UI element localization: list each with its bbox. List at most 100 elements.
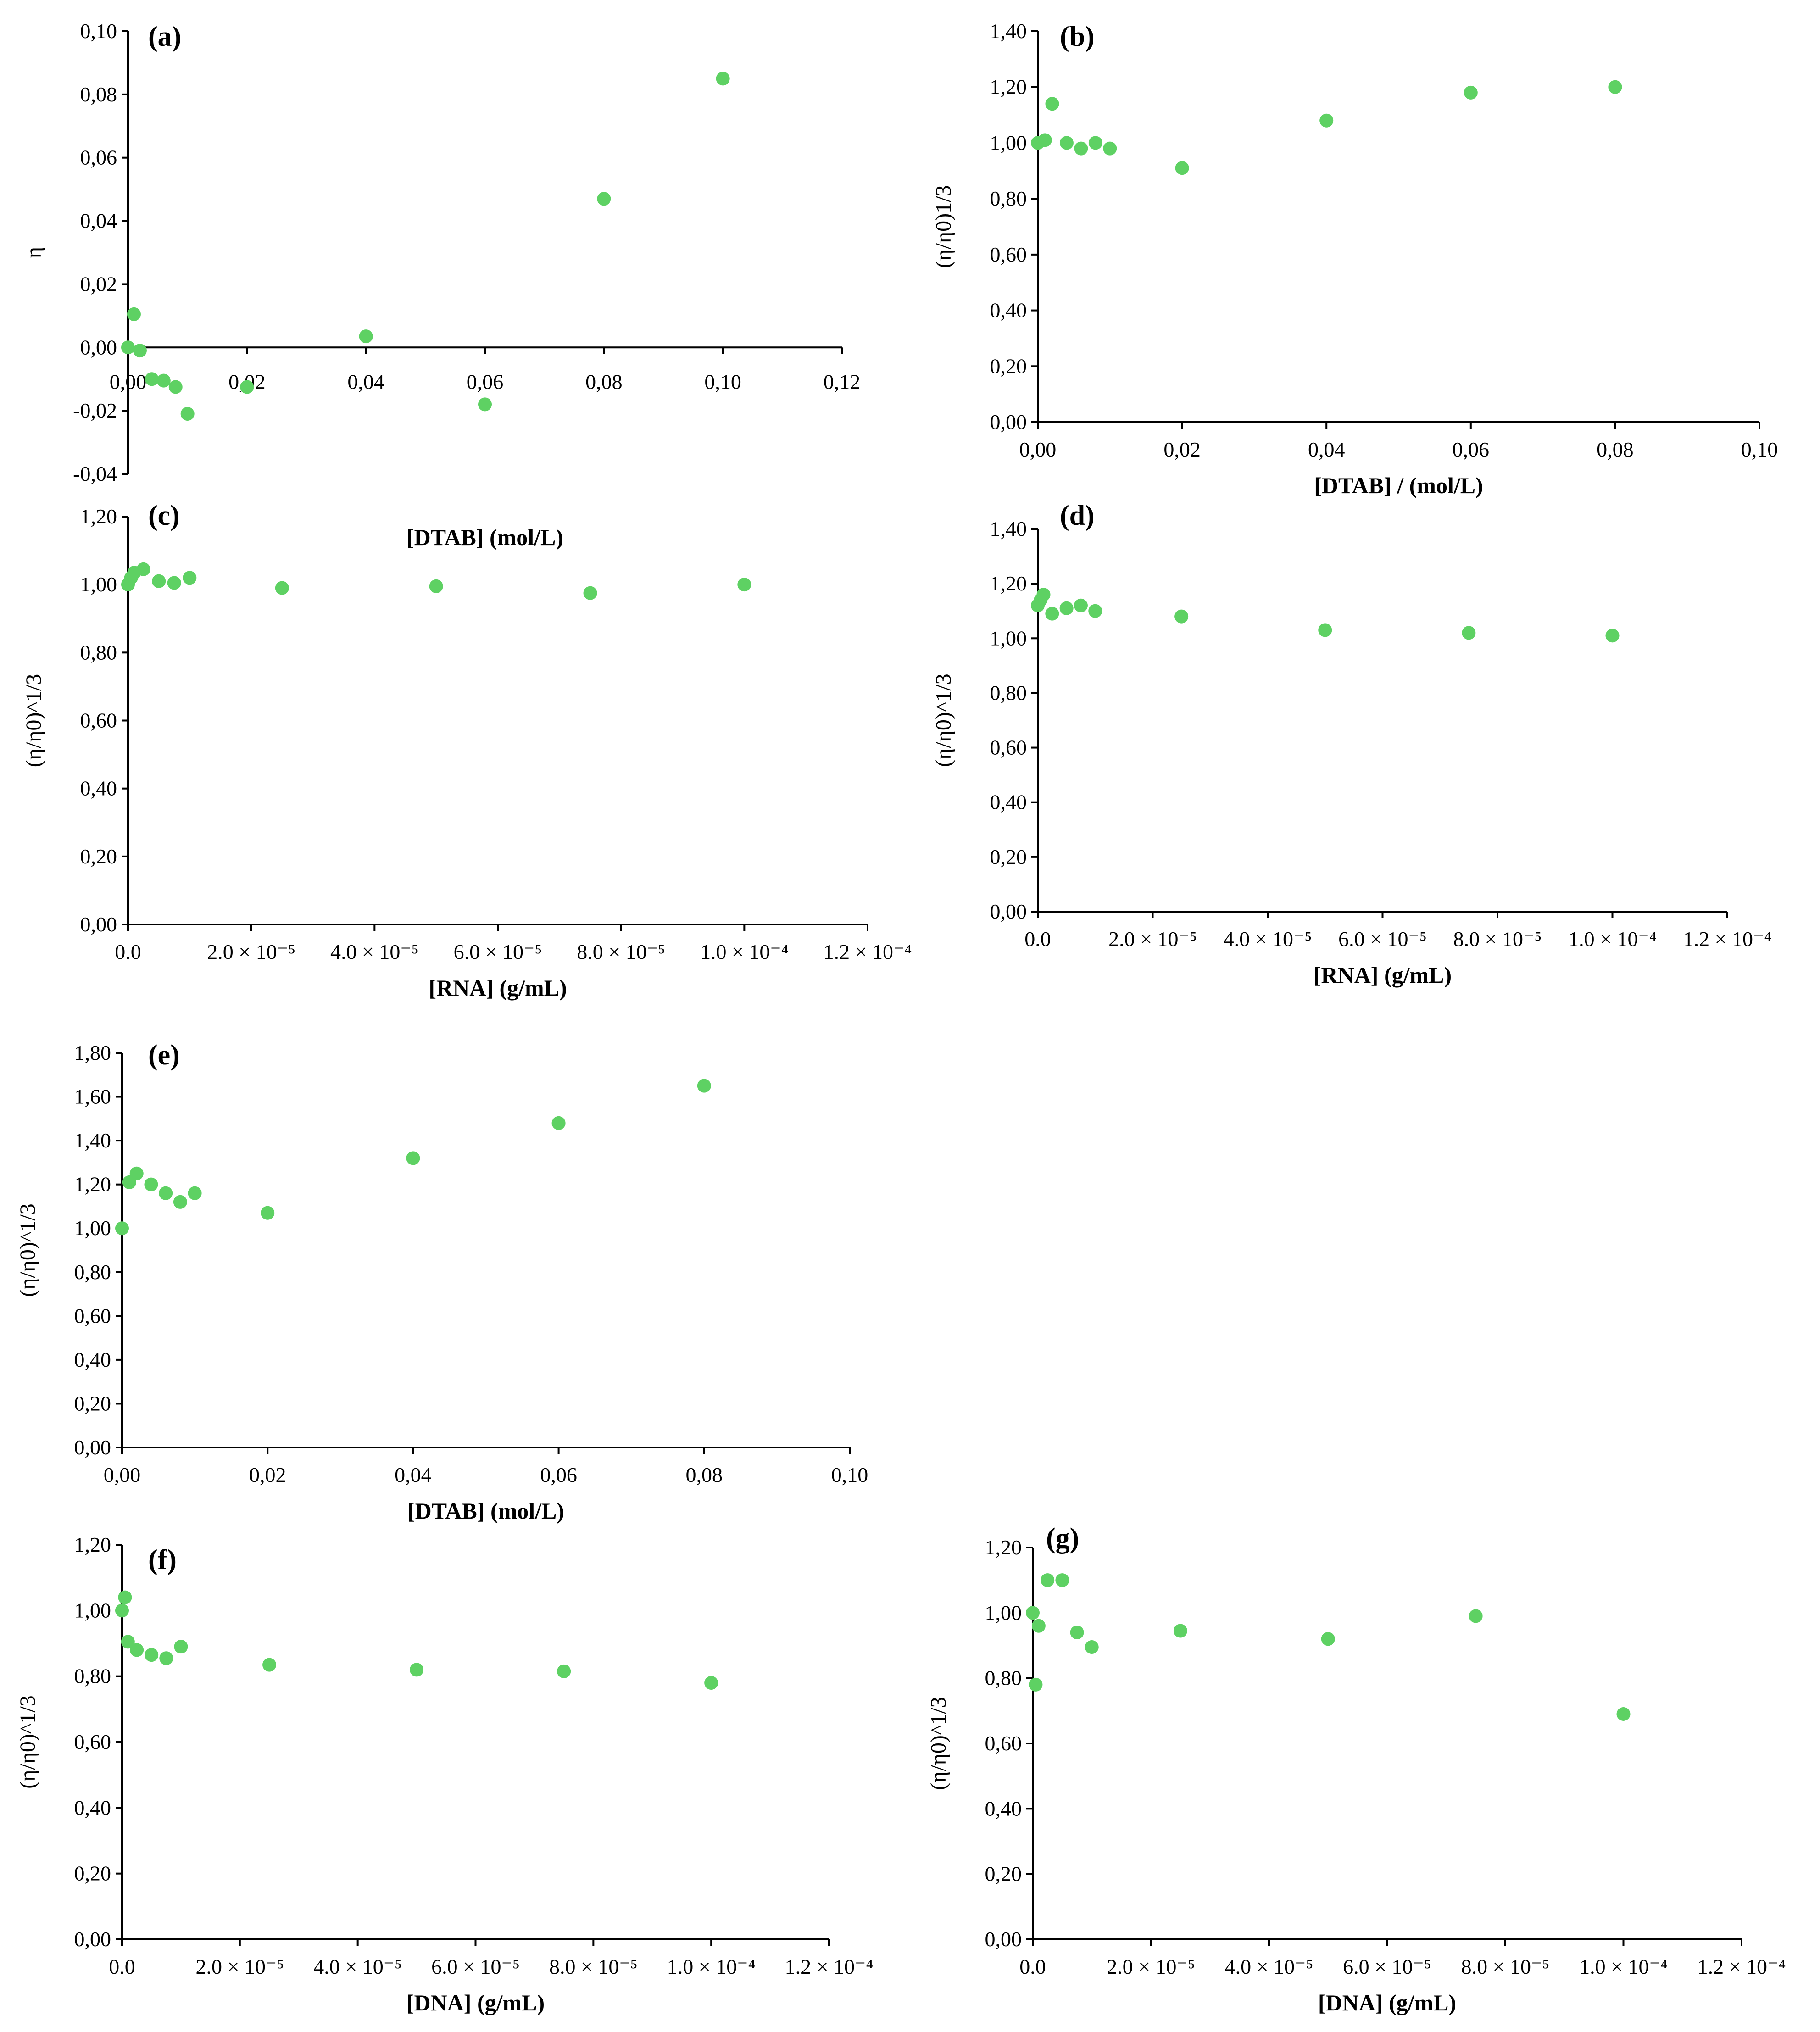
data-point	[583, 586, 597, 600]
x-tick-label: 0,00	[110, 370, 147, 393]
y-tick-label: 1,20	[990, 572, 1027, 595]
y-tick-label: 0,00	[990, 900, 1027, 923]
data-point	[130, 1643, 144, 1657]
y-tick-label: 0,20	[985, 1862, 1022, 1886]
data-point	[144, 1177, 158, 1191]
y-tick-label: 0,20	[74, 1862, 111, 1885]
x-tick-label: 0,08	[686, 1463, 723, 1486]
data-point	[1088, 604, 1102, 618]
data-point	[410, 1663, 424, 1677]
data-point	[129, 1166, 144, 1180]
x-tick-label: 1.0 × 10⁻⁴	[700, 940, 789, 963]
data-point	[1605, 629, 1620, 643]
x-axis-title: [DTAB] / (mol/L)	[1314, 473, 1483, 498]
panel-label: (c)	[148, 500, 180, 531]
x-tick-label: 0,06	[540, 1463, 577, 1486]
y-tick-label: 1,00	[985, 1601, 1022, 1624]
x-axis-title: [DNA] (g/mL)	[1318, 1990, 1456, 2015]
y-tick-label: 1,20	[74, 1533, 111, 1556]
x-tick-label: 1.0 × 10⁻⁴	[667, 1955, 756, 1978]
data-point	[1074, 598, 1088, 612]
y-tick-label: 0,02	[80, 272, 117, 295]
x-tick-label: 2.0 × 10⁻⁵	[1108, 927, 1197, 951]
x-tick-label: 6.0 × 10⁻⁵	[1338, 927, 1427, 951]
x-tick-label: 0,02	[249, 1463, 286, 1486]
panel-label: (a)	[148, 21, 181, 52]
data-point	[1041, 1573, 1055, 1587]
y-axis-title: (η/η0)^1/3	[16, 1203, 40, 1297]
chart-panel-g: 0,00 0,20 0,40 0,60 0,80 1,00 1,20 0.0 2.0 × 10⁻…	[926, 1523, 1786, 2015]
chart-panel-c: 0,00 0,20 0,40 0,60 0,80 1,00 1,20 0.0 2.0 × 10⁻…	[22, 500, 912, 1001]
data-point	[557, 1664, 571, 1678]
x-tick-label: 0.0	[115, 940, 141, 963]
y-tick-label: 1,00	[80, 573, 117, 596]
y-tick-label: 0,00	[80, 335, 117, 359]
data-point	[115, 1603, 129, 1618]
data-point	[1319, 113, 1334, 128]
chart-panel-f: 0,00 0,20 0,40 0,60 0,80 1,00 1,20 0.0 2.0 × 10⁻…	[16, 1533, 873, 2015]
data-point	[1321, 1632, 1335, 1646]
y-tick-label: 1,20	[990, 75, 1027, 99]
data-point	[262, 1658, 277, 1672]
y-tick-label: 1,80	[74, 1041, 111, 1064]
x-tick-label: 0.0	[1019, 1955, 1046, 1978]
data-point	[174, 1640, 188, 1654]
y-tick-label: 1,40	[990, 19, 1027, 43]
x-tick-label: 0,10	[704, 370, 741, 393]
data-point	[173, 1195, 187, 1209]
data-point	[261, 1206, 275, 1220]
data-point	[168, 380, 183, 394]
y-tick-label: 0,60	[985, 1731, 1022, 1755]
x-tick-label: 2.0 × 10⁻⁵	[207, 940, 295, 963]
y-tick-label: 0,80	[990, 681, 1027, 704]
data-point	[121, 1635, 135, 1649]
panel-label: (f)	[148, 1544, 177, 1575]
x-tick-label: 1.2 × 10⁻⁴	[785, 1955, 874, 1978]
x-tick-label: 4.0 × 10⁻⁵	[330, 940, 419, 963]
x-tick-label: 1.0 × 10⁻⁴	[1568, 927, 1657, 951]
panel-label: (b)	[1060, 21, 1095, 52]
y-tick-label: 0,80	[74, 1260, 111, 1284]
x-tick-label: 1.2 × 10⁻⁴	[1683, 927, 1772, 951]
y-tick-label: 0,80	[74, 1665, 111, 1688]
y-tick-label: 0,00	[74, 1436, 111, 1459]
x-tick-label: 4.0 × 10⁻⁵	[1225, 1955, 1314, 1978]
data-point	[145, 1648, 159, 1662]
x-tick-label: 0,06	[1453, 438, 1490, 461]
y-tick-label: 0,00	[985, 1927, 1022, 1951]
x-axis-title: [DTAB] (mol/L)	[406, 524, 563, 550]
data-point	[1059, 601, 1074, 615]
chart-panel-d: 0,00 0,20 0,40 0,60 0,80 1,00 1,20 1,40 0.0 2.0 ×…	[931, 500, 1771, 988]
x-axis-title: [RNA] (g/mL)	[429, 975, 567, 1001]
data-point	[152, 574, 166, 588]
data-point	[1026, 1606, 1040, 1620]
x-tick-label: 8.0 × 10⁻⁵	[1453, 927, 1542, 951]
data-point	[1045, 607, 1059, 621]
y-tick-label: 0,40	[990, 791, 1027, 814]
y-axis-title: (η/η0)^1/3	[931, 674, 956, 767]
y-tick-label: 0,06	[80, 146, 117, 169]
y-tick-label: 0,80	[990, 187, 1027, 210]
data-point	[1070, 1626, 1084, 1640]
data-point	[145, 372, 159, 386]
x-tick-label: 0,04	[347, 370, 384, 393]
x-tick-label: 0,04	[395, 1463, 432, 1486]
x-tick-label: 0,02	[1163, 438, 1201, 461]
data-point	[478, 397, 492, 412]
x-tick-label: 0,12	[824, 370, 861, 393]
y-tick-label: 0,80	[985, 1666, 1022, 1690]
x-tick-label: 1.2 × 10⁻⁴	[1698, 1955, 1786, 1978]
x-tick-label: 6.0 × 10⁻⁵	[1343, 1955, 1431, 1978]
data-point	[1616, 1707, 1631, 1721]
x-tick-label: 8.0 × 10⁻⁵	[1461, 1955, 1550, 1978]
y-axis-title: (η/η0)^1/3	[926, 1697, 951, 1790]
x-tick-label: 4.0 × 10⁻⁵	[1224, 927, 1312, 951]
y-tick-label: 0,60	[74, 1304, 111, 1327]
data-point	[1088, 136, 1102, 150]
data-point	[1318, 623, 1332, 637]
x-tick-label: 0,06	[467, 370, 504, 393]
y-tick-label: 1,20	[74, 1173, 111, 1196]
y-tick-label: 0,40	[985, 1797, 1022, 1820]
data-point	[1085, 1640, 1099, 1654]
